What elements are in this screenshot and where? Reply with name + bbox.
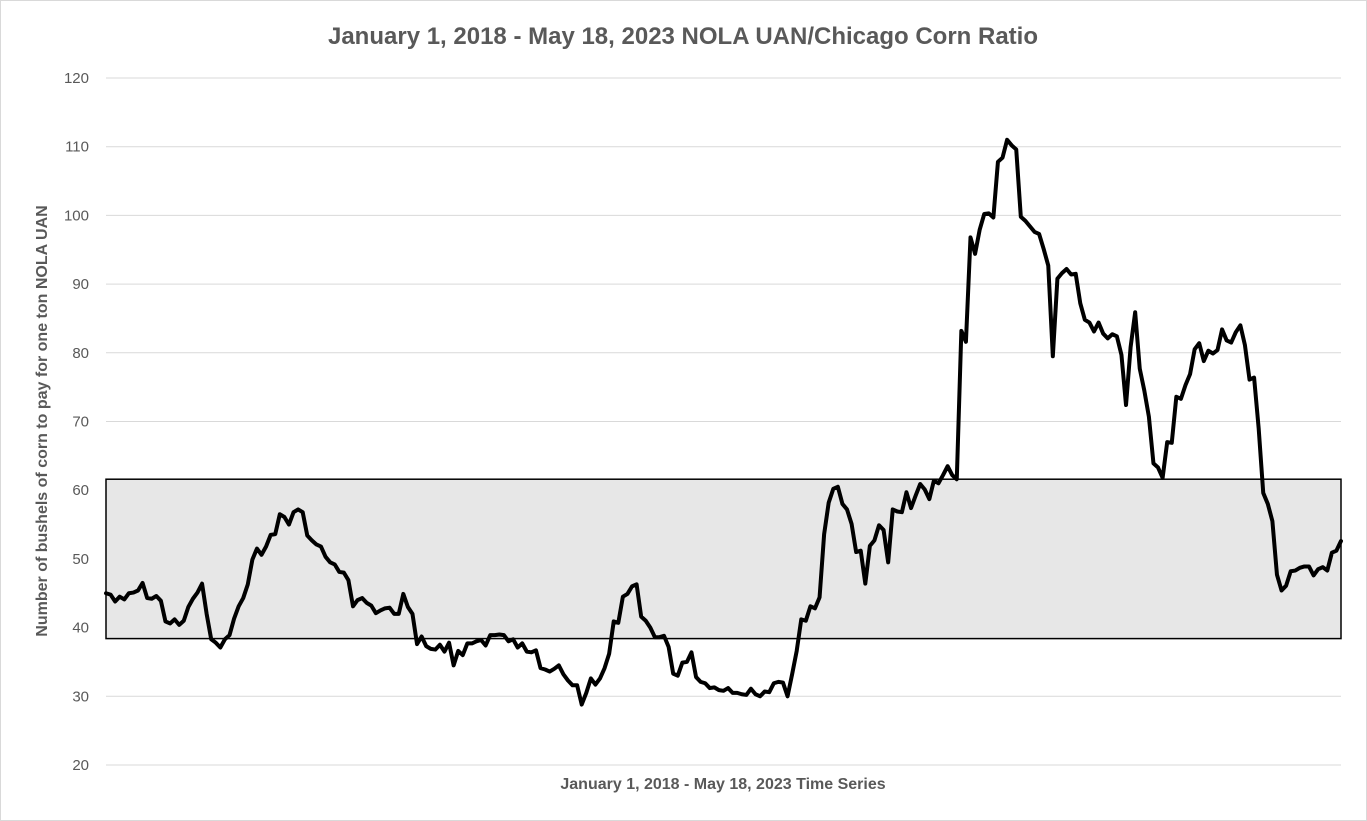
x-axis-label: January 1, 2018 - May 18, 2023 Time Seri… (560, 776, 885, 793)
y-axis-label: Number of bushels of corn to pay for one… (34, 205, 51, 636)
y-tick-label: 90 (72, 276, 89, 293)
y-tick-label: 20 (72, 757, 89, 774)
reference-band (105, 478, 1342, 640)
chart-title: January 1, 2018 - May 18, 2023 NOLA UAN/… (328, 23, 1038, 50)
y-tick-label: 30 (72, 688, 89, 705)
y-tick-label: 40 (72, 620, 89, 637)
y-tick-label: 50 (72, 551, 89, 568)
y-tick-label: 110 (65, 139, 89, 156)
y-tick-label: 70 (72, 414, 89, 431)
gridlines (106, 77, 1341, 766)
y-tick-label: 60 (72, 482, 89, 499)
y-tick-label: 80 (72, 345, 89, 362)
series-line (104, 137, 1343, 707)
y-axis-ticks: 20 30 40 50 60 70 80 90 100 110 120 (64, 70, 89, 774)
y-tick-label: 120 (64, 70, 89, 87)
y-tick-label: 100 (64, 207, 89, 224)
